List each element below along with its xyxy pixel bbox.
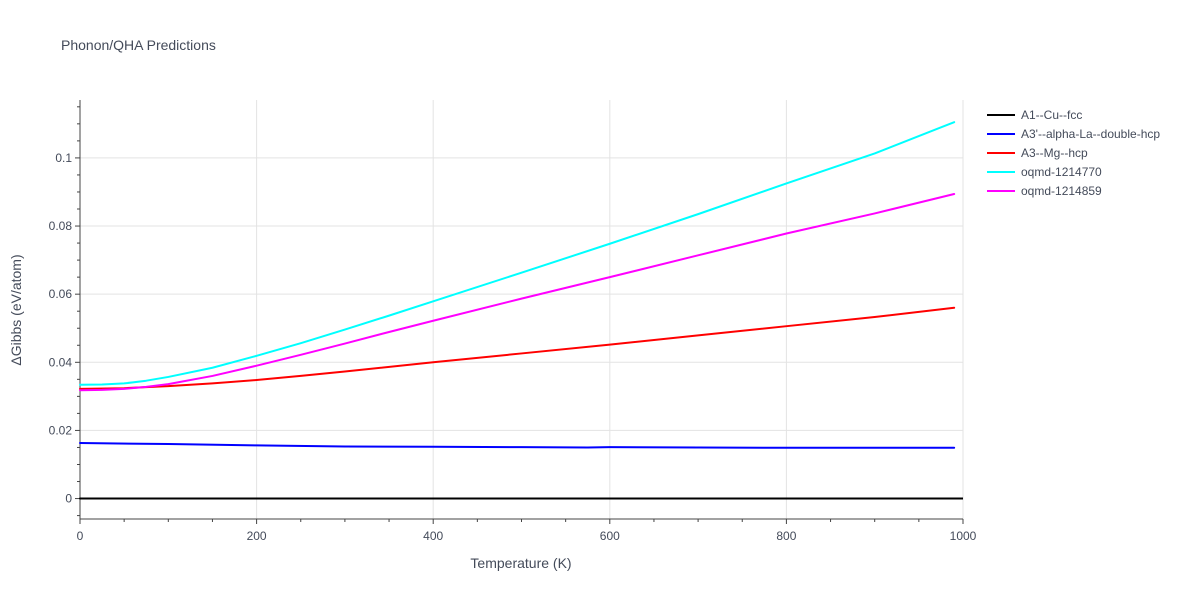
x-tick-label: 400 [423, 529, 443, 543]
legend-label: A1--Cu--fcc [1021, 108, 1082, 122]
series-line-oqmd-1214859[interactable] [79, 193, 956, 392]
series-layer [79, 121, 956, 500]
x-tick-label: 0 [77, 529, 84, 543]
legend-item[interactable]: A1--Cu--fcc [987, 108, 1082, 122]
legend-item[interactable]: A3--Mg--hcp [987, 146, 1088, 160]
legend-item[interactable]: oqmd-1214770 [987, 165, 1102, 179]
chart-title: Phonon/QHA Predictions [61, 37, 216, 53]
x-axis-title: Temperature (K) [470, 555, 571, 571]
legend-label: oqmd-1214770 [1021, 165, 1102, 179]
y-tick-label: 0.1 [55, 151, 72, 165]
grid-layer [79, 100, 964, 519]
series-line-a3-alpha-la-double-hcp[interactable] [79, 442, 956, 449]
legend-label: A3'--alpha-La--double-hcp [1021, 127, 1160, 141]
x-tick-label: 1000 [950, 529, 977, 543]
y-tick-label: 0.02 [49, 423, 73, 437]
series-line-oqmd-1214770[interactable] [79, 121, 956, 386]
x-tick-label: 800 [776, 529, 796, 543]
y-tick-label: 0.06 [49, 287, 73, 301]
series-line-a3-mg-hcp[interactable] [79, 306, 956, 390]
legend-item[interactable]: A3'--alpha-La--double-hcp [987, 127, 1160, 141]
y-tick-label: 0.08 [49, 219, 73, 233]
legend-item[interactable]: oqmd-1214859 [987, 184, 1102, 198]
x-tick-label: 200 [247, 529, 267, 543]
y-tick-label: 0 [65, 492, 72, 506]
y-axis-title: ΔGibbs (eV/atom) [8, 254, 24, 365]
y-tick-label: 0.04 [49, 355, 73, 369]
legend[interactable]: A1--Cu--fcc A3'--alpha-La--double-hcp A3--… [987, 108, 1160, 198]
legend-label: A3--Mg--hcp [1021, 146, 1088, 160]
x-tick-label: 600 [600, 529, 620, 543]
legend-label: oqmd-1214859 [1021, 184, 1102, 198]
axis-layer: 0 200 400 600 800 1000 0 0.02 0.04 0.06 0.08 0.1 [49, 100, 977, 543]
